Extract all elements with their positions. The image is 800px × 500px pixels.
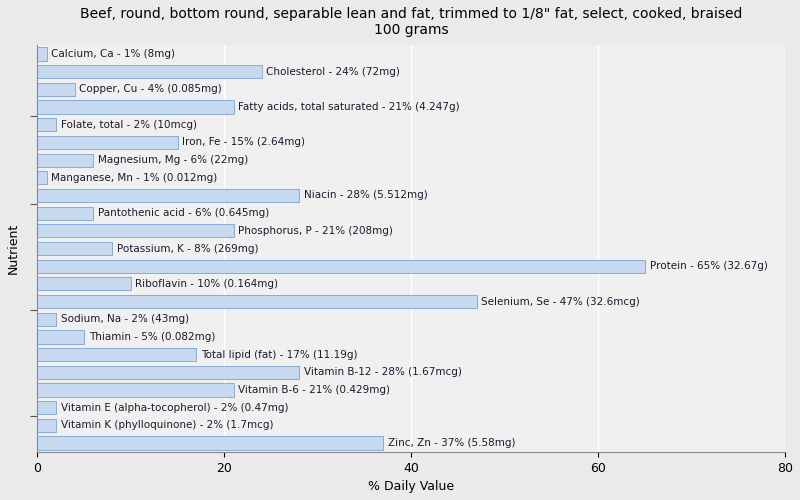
Bar [38, 436, 383, 450]
Bar [38, 330, 84, 344]
Bar [38, 224, 234, 237]
Bar [38, 260, 645, 273]
Text: Potassium, K - 8% (269mg): Potassium, K - 8% (269mg) [117, 244, 258, 254]
Text: Manganese, Mn - 1% (0.012mg): Manganese, Mn - 1% (0.012mg) [51, 173, 218, 183]
Bar [38, 136, 178, 149]
Bar [38, 189, 299, 202]
Text: Calcium, Ca - 1% (8mg): Calcium, Ca - 1% (8mg) [51, 49, 175, 59]
Text: Cholesterol - 24% (72mg): Cholesterol - 24% (72mg) [266, 67, 400, 77]
Bar [38, 418, 56, 432]
Text: Vitamin B-6 - 21% (0.429mg): Vitamin B-6 - 21% (0.429mg) [238, 385, 390, 395]
Bar [38, 118, 56, 132]
Bar [38, 100, 234, 114]
Bar [38, 384, 234, 396]
Text: Protein - 65% (32.67g): Protein - 65% (32.67g) [650, 261, 767, 271]
Text: Vitamin B-12 - 28% (1.67mcg): Vitamin B-12 - 28% (1.67mcg) [304, 367, 462, 377]
Text: Magnesium, Mg - 6% (22mg): Magnesium, Mg - 6% (22mg) [98, 155, 248, 165]
Bar [38, 65, 262, 78]
Bar [38, 83, 74, 96]
Bar [38, 312, 56, 326]
Bar [38, 48, 46, 60]
Text: Total lipid (fat) - 17% (11.19g): Total lipid (fat) - 17% (11.19g) [201, 350, 358, 360]
Bar [38, 348, 196, 361]
Text: Thiamin - 5% (0.082mg): Thiamin - 5% (0.082mg) [89, 332, 215, 342]
Bar [38, 154, 94, 167]
Text: Niacin - 28% (5.512mg): Niacin - 28% (5.512mg) [304, 190, 427, 200]
Title: Beef, round, bottom round, separable lean and fat, trimmed to 1/8" fat, select, : Beef, round, bottom round, separable lea… [80, 7, 742, 37]
Bar [38, 401, 56, 414]
Text: Selenium, Se - 47% (32.6mcg): Selenium, Se - 47% (32.6mcg) [482, 296, 640, 306]
Text: Riboflavin - 10% (0.164mg): Riboflavin - 10% (0.164mg) [135, 279, 278, 289]
Bar [38, 366, 299, 379]
Bar [38, 277, 130, 290]
Bar [38, 206, 94, 220]
X-axis label: % Daily Value: % Daily Value [368, 480, 454, 493]
Text: Sodium, Na - 2% (43mg): Sodium, Na - 2% (43mg) [61, 314, 189, 324]
Text: Fatty acids, total saturated - 21% (4.247g): Fatty acids, total saturated - 21% (4.24… [238, 102, 460, 112]
Y-axis label: Nutrient: Nutrient [7, 223, 20, 274]
Text: Vitamin K (phylloquinone) - 2% (1.7mcg): Vitamin K (phylloquinone) - 2% (1.7mcg) [61, 420, 273, 430]
Text: Vitamin E (alpha-tocopherol) - 2% (0.47mg): Vitamin E (alpha-tocopherol) - 2% (0.47m… [61, 402, 288, 412]
Text: Folate, total - 2% (10mcg): Folate, total - 2% (10mcg) [61, 120, 197, 130]
Text: Copper, Cu - 4% (0.085mg): Copper, Cu - 4% (0.085mg) [79, 84, 222, 94]
Bar [38, 295, 477, 308]
Bar [38, 242, 112, 255]
Bar [38, 171, 46, 184]
Text: Pantothenic acid - 6% (0.645mg): Pantothenic acid - 6% (0.645mg) [98, 208, 270, 218]
Text: Iron, Fe - 15% (2.64mg): Iron, Fe - 15% (2.64mg) [182, 138, 305, 147]
Text: Phosphorus, P - 21% (208mg): Phosphorus, P - 21% (208mg) [238, 226, 393, 236]
Text: Zinc, Zn - 37% (5.58mg): Zinc, Zn - 37% (5.58mg) [388, 438, 515, 448]
